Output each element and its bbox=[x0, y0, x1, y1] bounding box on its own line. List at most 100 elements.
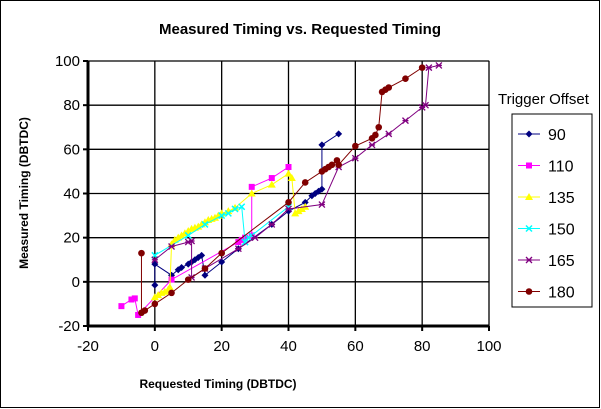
x-axis-label: Requested Timing (DBTDC) bbox=[139, 377, 296, 391]
legend-label: 135 bbox=[548, 190, 575, 207]
data-point bbox=[238, 203, 246, 211]
data-point bbox=[151, 256, 159, 264]
data-point bbox=[285, 205, 292, 213]
x-tick-label: -20 bbox=[77, 338, 99, 355]
data-point bbox=[385, 84, 393, 91]
legend-marker bbox=[525, 224, 533, 233]
data-point bbox=[238, 236, 245, 243]
data-point bbox=[402, 75, 409, 82]
data-point bbox=[435, 61, 443, 69]
data-point bbox=[285, 199, 292, 206]
y-tick-label: 60 bbox=[63, 141, 80, 158]
data-point bbox=[297, 204, 306, 212]
data-point bbox=[170, 235, 179, 243]
data-point bbox=[177, 231, 186, 239]
legend-item-110: 110 bbox=[518, 159, 574, 176]
data-point bbox=[268, 220, 276, 228]
legend-title: Trigger Offset bbox=[498, 91, 590, 108]
data-point bbox=[131, 295, 138, 302]
data-point bbox=[422, 101, 429, 109]
data-point bbox=[375, 123, 383, 131]
data-point bbox=[287, 174, 296, 182]
x-tick-label: 100 bbox=[476, 338, 501, 355]
data-point bbox=[244, 234, 252, 242]
series-180 bbox=[138, 64, 426, 317]
data-point bbox=[368, 141, 376, 149]
data-point bbox=[168, 276, 175, 283]
data-point bbox=[174, 233, 183, 241]
data-point bbox=[291, 209, 300, 217]
legend-label: 165 bbox=[548, 253, 575, 270]
data-point bbox=[372, 131, 379, 139]
data-point bbox=[118, 303, 125, 310]
data-point bbox=[184, 227, 193, 235]
x-tick-label: 60 bbox=[347, 338, 364, 355]
y-tick-label: 100 bbox=[55, 53, 80, 70]
data-point bbox=[151, 300, 159, 308]
data-point bbox=[335, 161, 342, 169]
x-tick-label: 20 bbox=[213, 338, 230, 355]
data-point bbox=[165, 283, 174, 291]
data-point bbox=[251, 234, 259, 242]
legend-marker bbox=[525, 193, 533, 200]
legend-marker bbox=[526, 162, 532, 169]
data-point bbox=[352, 142, 359, 150]
data-point bbox=[268, 175, 275, 182]
legend-box bbox=[511, 113, 593, 308]
legend-label: 90 bbox=[548, 127, 566, 144]
data-point bbox=[188, 237, 196, 245]
data-point bbox=[135, 311, 142, 318]
y-tick-label: -20 bbox=[58, 318, 80, 335]
data-point bbox=[231, 203, 240, 211]
data-point bbox=[184, 276, 192, 283]
data-point bbox=[201, 265, 209, 272]
data-point bbox=[151, 281, 159, 289]
data-point bbox=[418, 64, 426, 71]
data-point bbox=[318, 201, 326, 209]
data-point bbox=[284, 169, 293, 177]
legend-item-180: 180 bbox=[518, 285, 575, 302]
data-point bbox=[235, 239, 242, 246]
data-point bbox=[294, 207, 303, 215]
legend-label: 110 bbox=[548, 159, 574, 176]
chart-title: Measured Timing vs. Requested Timing bbox=[159, 21, 441, 38]
data-point bbox=[141, 307, 149, 314]
legend-marker bbox=[525, 256, 533, 264]
data-point bbox=[178, 263, 186, 271]
legend: Trigger Offset 90 110 135 150 165 180 bbox=[498, 91, 593, 308]
plot-area: -20 0 20 40 60 80 100 -20 0 20 40 60 80 100 bbox=[55, 53, 502, 355]
y-tick-label: 40 bbox=[63, 186, 80, 203]
legend-marker bbox=[525, 288, 533, 295]
data-point bbox=[318, 185, 326, 193]
data-point bbox=[425, 64, 433, 72]
data-point bbox=[138, 249, 145, 257]
data-point bbox=[328, 161, 336, 169]
data-point bbox=[247, 189, 256, 197]
legend-item-90: 90 bbox=[518, 127, 566, 144]
data-point bbox=[210, 213, 219, 221]
x-tick-label: 80 bbox=[414, 338, 431, 355]
legend-label: 180 bbox=[548, 285, 575, 302]
y-axis-label: Measured Timing (DBTDC) bbox=[17, 117, 31, 269]
y-tick-label: 20 bbox=[63, 230, 80, 247]
series-165 bbox=[151, 61, 443, 281]
data-point bbox=[301, 198, 309, 206]
legend-item-135: 135 bbox=[518, 190, 575, 207]
x-tick-label: 40 bbox=[280, 338, 297, 355]
data-point bbox=[150, 293, 159, 301]
y-tick-label: 80 bbox=[63, 97, 80, 114]
legend-item-150: 150 bbox=[518, 222, 575, 239]
data-point bbox=[248, 183, 255, 190]
data-point bbox=[184, 231, 192, 239]
data-point bbox=[201, 220, 209, 228]
data-point bbox=[154, 291, 163, 299]
data-point bbox=[160, 287, 169, 295]
legend-label: 150 bbox=[548, 222, 575, 239]
data-point bbox=[318, 141, 326, 149]
data-point bbox=[241, 238, 249, 246]
data-point bbox=[351, 154, 359, 162]
data-point bbox=[267, 180, 276, 188]
data-point bbox=[201, 271, 209, 279]
